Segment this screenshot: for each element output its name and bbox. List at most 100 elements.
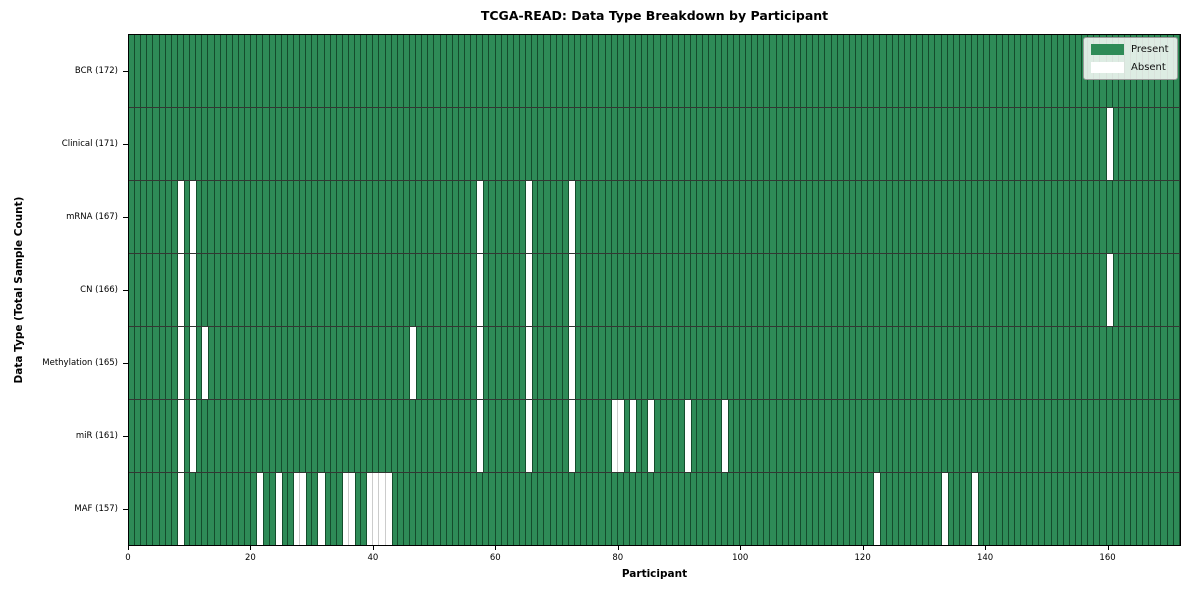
heatmap-cell [758, 181, 765, 253]
heatmap-cell [220, 108, 227, 180]
heatmap-cell [1045, 108, 1052, 180]
heatmap-cell [196, 473, 203, 545]
heatmap-cell [904, 108, 911, 180]
heatmap-cell [330, 400, 337, 472]
heatmap-cell [226, 35, 233, 107]
heatmap-cell [574, 473, 582, 545]
heatmap-cell [862, 327, 869, 399]
heatmap-cell [843, 327, 850, 399]
heatmap-cell [208, 473, 215, 545]
heatmap-cell [342, 254, 349, 326]
heatmap-cell [422, 327, 429, 399]
heatmap-cell [532, 400, 539, 472]
heatmap-cell [440, 400, 447, 472]
x-tick-mark [740, 546, 742, 550]
heatmap-cell [703, 35, 710, 107]
heatmap-cell [898, 108, 905, 180]
y-tick-label-maf: MAF (157) [74, 504, 118, 515]
heatmap-cell [788, 35, 795, 107]
heatmap-cell [776, 254, 783, 326]
heatmap-cell [1057, 400, 1064, 472]
heatmap-cell [477, 400, 484, 472]
heatmap-cell [251, 108, 258, 180]
heatmap-cell [330, 254, 337, 326]
heatmap-cell [257, 473, 264, 545]
heatmap-cell [568, 473, 575, 545]
heatmap-cell [868, 400, 875, 472]
heatmap-cell [1100, 327, 1107, 399]
heatmap-cell [574, 254, 582, 326]
heatmap-cell [324, 35, 331, 107]
heatmap-cell [770, 254, 777, 326]
x-tick-mark [495, 546, 497, 550]
heatmap-cell [1014, 400, 1021, 472]
heatmap-cell [862, 400, 869, 472]
heatmap-cell [837, 108, 844, 180]
heatmap-cell [904, 35, 911, 107]
heatmap-cell [147, 35, 154, 107]
heatmap-cell [397, 181, 404, 253]
heatmap-cell [324, 473, 331, 545]
heatmap-cell [843, 400, 850, 472]
heatmap-cell [911, 254, 918, 326]
heatmap-cell [849, 254, 857, 326]
heatmap-cell [471, 327, 478, 399]
heatmap-cell [776, 35, 783, 107]
heatmap-cell [599, 181, 606, 253]
heatmap-cell [440, 327, 447, 399]
x-tick-label-0: 0 [125, 553, 131, 563]
heatmap-cell [684, 327, 692, 399]
heatmap-cell [880, 473, 887, 545]
heatmap-cell [1106, 254, 1113, 326]
heatmap-cell [733, 254, 740, 326]
heatmap-cell [1130, 254, 1138, 326]
heatmap-cell [801, 327, 808, 399]
heatmap-cell [397, 35, 404, 107]
heatmap-cell [1014, 108, 1021, 180]
heatmap-cell [581, 473, 588, 545]
heatmap-cell [629, 181, 637, 253]
heatmap-cell [1051, 108, 1058, 180]
heatmap-cell [733, 400, 740, 472]
heatmap-cell [568, 108, 575, 180]
heatmap-cell [739, 108, 747, 180]
heatmap-cell [727, 400, 734, 472]
heatmap-cell [1008, 108, 1015, 180]
heatmap-cell [813, 400, 820, 472]
heatmap-cell [281, 400, 288, 472]
heatmap-cell [666, 473, 673, 545]
heatmap-cell [171, 108, 178, 180]
heatmap-cell [495, 473, 502, 545]
heatmap-cell [935, 327, 942, 399]
absent-swatch [1091, 62, 1124, 73]
heatmap-cell [923, 181, 930, 253]
heatmap-cell [440, 35, 447, 107]
heatmap-cell [837, 181, 844, 253]
heatmap-cell [764, 473, 771, 545]
heatmap-cell [1167, 181, 1174, 253]
heatmap-cell [660, 35, 667, 107]
heatmap-cell [1008, 35, 1015, 107]
heatmap-cell [489, 400, 496, 472]
heatmap-cell [434, 327, 441, 399]
heatmap-cell [324, 254, 331, 326]
heatmap-cell [684, 108, 692, 180]
heatmap-cell [1014, 327, 1021, 399]
heatmap-cell [727, 181, 734, 253]
heatmap-cell [825, 473, 832, 545]
heatmap-cell [1137, 254, 1144, 326]
heatmap-cell [849, 35, 857, 107]
heatmap-cell [1137, 400, 1144, 472]
heatmap-cell [813, 181, 820, 253]
heatmap-cell [947, 108, 954, 180]
heatmap-cell [972, 473, 979, 545]
heatmap-cell [599, 108, 606, 180]
heatmap-cell [507, 254, 514, 326]
heatmap-cell [293, 108, 301, 180]
heatmap-cell [1082, 473, 1089, 545]
heatmap-cell [807, 400, 814, 472]
heatmap-cell [617, 327, 624, 399]
heatmap-cell [935, 108, 942, 180]
heatmap-cell [898, 473, 905, 545]
